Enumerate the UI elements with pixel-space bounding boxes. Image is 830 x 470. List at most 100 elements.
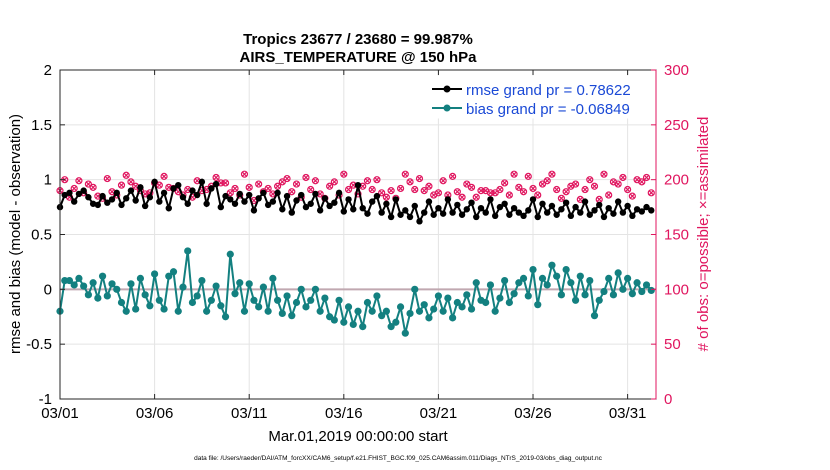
rmse-point — [227, 196, 234, 203]
rmse-point — [340, 208, 348, 215]
bias-point — [401, 329, 409, 337]
obs-assimilated-marker — [525, 173, 531, 179]
bias-point — [614, 269, 622, 277]
rmse-point — [567, 212, 575, 220]
obs-possible-marker — [378, 189, 386, 197]
obs-possible-marker — [240, 170, 249, 178]
bias-point — [359, 323, 367, 331]
rmse-point — [529, 196, 537, 203]
bias-point — [609, 291, 618, 299]
rmse-point — [241, 198, 248, 205]
obs-possible-marker — [212, 173, 220, 182]
bias-point — [595, 296, 603, 304]
obs-assimilated-marker — [279, 179, 285, 185]
rmse-point — [208, 185, 215, 192]
rmse-point — [222, 192, 229, 200]
rmse-point — [487, 196, 494, 203]
obs-possible-marker — [283, 174, 291, 183]
bias-point — [160, 305, 168, 313]
bias-point — [193, 292, 201, 300]
bias-point — [534, 301, 542, 309]
rmse-point — [572, 203, 579, 211]
obs-possible-marker — [472, 193, 480, 201]
obs-possible-marker — [396, 184, 405, 193]
bias-point — [619, 285, 627, 293]
obs-possible-marker — [84, 180, 92, 188]
obs-possible-marker — [411, 185, 419, 194]
rmse-point — [496, 203, 504, 211]
obs-possible-marker — [245, 183, 253, 191]
bias-point — [548, 261, 556, 269]
bias-point — [415, 307, 424, 315]
bias-point — [302, 303, 310, 311]
rmse-point — [425, 198, 433, 205]
rmse-point — [515, 209, 523, 216]
obs-possible-marker — [515, 183, 523, 191]
obs-possible-marker — [103, 174, 111, 183]
obs-assimilated-marker — [289, 189, 295, 195]
y-tick-label: 1 — [44, 172, 52, 189]
rmse-point — [193, 191, 201, 199]
bias-point — [311, 285, 320, 293]
obs-possible-marker — [344, 185, 353, 194]
obs-assimilated-marker — [312, 178, 318, 184]
obs-assimilated-marker — [293, 181, 300, 187]
x-tick-label: 03/01 — [41, 405, 79, 422]
bias-point — [146, 302, 154, 310]
rmse-point — [274, 189, 281, 197]
rmse-point — [70, 198, 78, 205]
obs-assimilated-marker — [639, 179, 645, 185]
bias-point — [65, 276, 74, 285]
rmse-point — [482, 209, 489, 216]
bias-point — [538, 274, 547, 282]
obs-assimilated-marker — [473, 194, 479, 200]
obs-assimilated-marker — [511, 171, 517, 177]
x-tick-label: 03/26 — [514, 405, 552, 422]
rmse-point — [643, 203, 650, 211]
rmse-point — [364, 210, 371, 217]
obs-assimilated-marker — [620, 174, 626, 180]
rmse-point — [501, 200, 508, 207]
rmse-point — [184, 200, 191, 207]
bias-point — [273, 296, 282, 304]
obs-assimilated-marker — [563, 189, 569, 195]
rmse-point — [591, 207, 598, 214]
bias-point — [543, 281, 551, 289]
x-tick-label: 03/16 — [325, 405, 363, 422]
rmse-point — [212, 180, 220, 188]
bias-point — [198, 276, 206, 285]
bias-point — [169, 268, 178, 276]
obs-assimilated-marker — [402, 171, 408, 177]
rmse-point — [250, 207, 258, 214]
bias-point — [70, 281, 78, 289]
bias-point — [188, 298, 197, 307]
obs-assimilated-marker — [161, 173, 167, 179]
obs-possible-marker — [538, 180, 547, 188]
rmse-point — [553, 211, 560, 218]
bias-point — [212, 282, 220, 290]
obs-possible-marker — [89, 183, 97, 191]
obs-assimilated-marker — [350, 182, 356, 188]
bias-point — [581, 291, 589, 299]
obs-assimilated-marker — [648, 190, 654, 196]
bias-point — [510, 290, 518, 298]
bias-point — [98, 272, 107, 280]
bias-point — [255, 303, 263, 311]
bias-point — [378, 312, 386, 320]
rmse-point — [231, 200, 239, 207]
rmse-point — [416, 218, 423, 225]
obs-possible-marker — [382, 193, 390, 201]
chart-title: Tropics 23677 / 23680 = 99.987% — [243, 31, 473, 48]
rmse-point — [345, 196, 352, 203]
rmse-point — [165, 204, 172, 212]
rmse-point — [520, 212, 527, 220]
rmse-point — [312, 190, 319, 198]
bias-point — [590, 312, 599, 320]
obs-possible-marker — [628, 192, 636, 200]
obs-possible-marker — [273, 182, 282, 190]
bias-point — [567, 279, 575, 287]
obs-possible-marker — [529, 184, 537, 193]
x-tick-label: 03/31 — [609, 405, 647, 422]
bias-point — [288, 312, 296, 320]
